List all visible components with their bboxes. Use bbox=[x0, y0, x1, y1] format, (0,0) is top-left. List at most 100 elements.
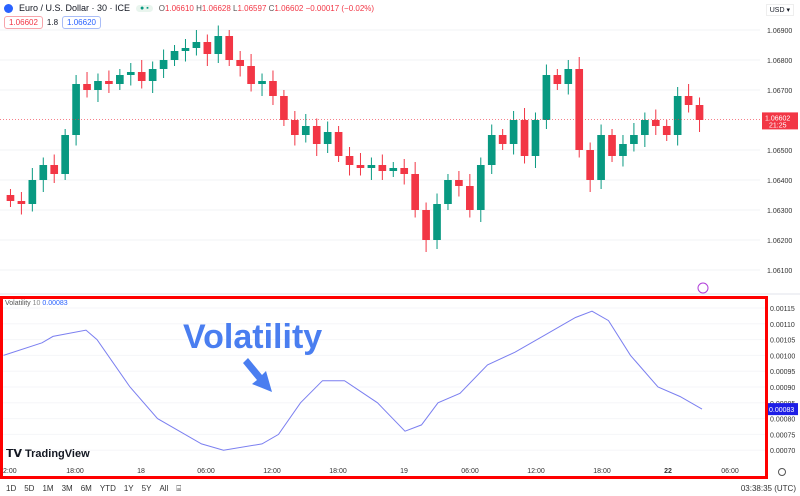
clock[interactable]: 03:38:35 (UTC) bbox=[740, 484, 796, 493]
candle-body bbox=[137, 72, 146, 81]
candle-body bbox=[83, 84, 91, 90]
candle-body bbox=[455, 180, 463, 186]
candle-body bbox=[586, 150, 594, 180]
candle-body bbox=[597, 135, 605, 180]
spread: 1.8 bbox=[46, 18, 59, 27]
countdown-label: 21:25 bbox=[769, 122, 787, 129]
vol-tick-label: 0.00070 bbox=[770, 448, 795, 455]
candle-body bbox=[531, 120, 540, 156]
candle-body bbox=[345, 156, 354, 165]
time-tick-label: 12:00 bbox=[263, 468, 281, 475]
candle-body bbox=[312, 126, 321, 144]
arrow-icon bbox=[243, 358, 272, 392]
candle-body bbox=[433, 204, 441, 240]
time-tick-label: 06:00 bbox=[721, 468, 739, 475]
candle-body bbox=[608, 135, 616, 156]
vol-tick-label: 0.00115 bbox=[770, 306, 795, 313]
range-1y[interactable]: 1Y bbox=[123, 484, 134, 493]
vol-value-label: 0.00083 bbox=[769, 407, 794, 414]
candle-body bbox=[400, 168, 409, 174]
candle-body bbox=[619, 144, 627, 156]
candle-body bbox=[684, 96, 693, 105]
time-tick-label: 06:00 bbox=[461, 468, 479, 475]
time-tick-label: 18:00 bbox=[66, 468, 84, 475]
candle-body bbox=[192, 42, 201, 48]
candle-body bbox=[378, 165, 387, 171]
vol-tick-label: 0.00090 bbox=[770, 385, 795, 392]
candle-body bbox=[301, 126, 310, 135]
candle-body bbox=[334, 132, 343, 156]
vol-tick-label: 0.00105 bbox=[770, 338, 795, 345]
candle-body bbox=[236, 60, 244, 66]
time-tick-label: 19 bbox=[400, 468, 408, 475]
time-tick-label: 18:00 bbox=[329, 468, 347, 475]
vol-value-tag bbox=[767, 403, 798, 416]
time-tick-label: 06:00 bbox=[197, 468, 215, 475]
price-tick-label: 1.06200 bbox=[767, 238, 792, 245]
price-tick-label: 1.06700 bbox=[767, 88, 792, 95]
range-1d[interactable]: 1D bbox=[6, 484, 17, 493]
range-bar: 1D 5D 1M 3M 6M YTD 1Y 5Y All ⌸ bbox=[6, 484, 181, 494]
candle-body bbox=[356, 165, 365, 168]
candle-body bbox=[564, 69, 573, 84]
time-tick-label: 2:00 bbox=[3, 468, 17, 475]
range-6m[interactable]: 6M bbox=[80, 484, 92, 493]
tradingview-logo: 𝗧𝗩 TradingView bbox=[6, 447, 90, 461]
calendar-icon[interactable]: ⌸ bbox=[176, 484, 182, 493]
candle-body bbox=[323, 132, 332, 144]
candle-body bbox=[105, 81, 113, 84]
candle-body bbox=[553, 75, 562, 84]
candle-body bbox=[159, 60, 168, 69]
candle-body bbox=[126, 72, 135, 75]
candle-body bbox=[181, 48, 190, 51]
symbol-title[interactable]: Euro / U.S. Dollar · 30 · ICE bbox=[19, 3, 131, 13]
vol-tick-label: 0.00100 bbox=[770, 353, 795, 360]
settings-icon bbox=[778, 468, 786, 476]
currency-select[interactable]: USD ▾ bbox=[765, 4, 794, 16]
time-tick-label: 12:00 bbox=[527, 468, 545, 475]
candle-body bbox=[225, 36, 234, 60]
candle-body bbox=[487, 135, 496, 165]
vol-tick-label: 0.00110 bbox=[770, 322, 795, 329]
candle-body bbox=[509, 120, 518, 144]
market-status-badge[interactable]: ● ▪ bbox=[136, 4, 153, 12]
volatility-line bbox=[3, 310, 703, 451]
candle-body bbox=[422, 210, 430, 240]
candle-body bbox=[269, 81, 277, 96]
last-price-label: 1.06602 bbox=[765, 115, 790, 122]
price-tick-label: 1.06300 bbox=[767, 208, 792, 215]
event-icon bbox=[697, 282, 709, 294]
candle-body bbox=[542, 75, 551, 120]
candle-body bbox=[94, 81, 102, 90]
candle-body bbox=[520, 120, 529, 156]
candle-body bbox=[662, 126, 671, 135]
candle-body bbox=[291, 120, 299, 135]
candle-body bbox=[170, 51, 179, 60]
price-tick-label: 1.06900 bbox=[767, 28, 792, 35]
time-tick-label: 18:00 bbox=[593, 468, 611, 475]
indicator-legend[interactable]: Volatility 10 0.00083 bbox=[5, 300, 68, 307]
ohlc-readout: O1.06610 H1.06628 L1.06597 C1.06602 −0.0… bbox=[158, 3, 375, 13]
range-5d[interactable]: 5D bbox=[24, 484, 35, 493]
candle-body bbox=[116, 75, 124, 84]
sell-price-button[interactable]: 1.06602 bbox=[4, 16, 43, 29]
candle-body bbox=[6, 195, 15, 201]
volatility-pane-highlight bbox=[0, 296, 768, 479]
candle-body bbox=[641, 120, 649, 135]
candle-body bbox=[72, 84, 80, 135]
annotation-text: Volatility bbox=[183, 318, 323, 356]
candle-body bbox=[498, 135, 507, 144]
range-ytd[interactable]: YTD bbox=[99, 484, 116, 493]
buy-price-button[interactable]: 1.06620 bbox=[62, 16, 101, 29]
range-3m[interactable]: 3M bbox=[61, 484, 73, 493]
range-all[interactable]: All bbox=[159, 484, 169, 493]
price-tick-label: 1.06800 bbox=[767, 58, 792, 65]
vol-tick-label: 0.00095 bbox=[770, 369, 795, 376]
candle-body bbox=[630, 135, 638, 144]
price-tick-label: 1.06400 bbox=[767, 178, 792, 185]
range-1m[interactable]: 1M bbox=[42, 484, 54, 493]
time-tick-label: 18 bbox=[137, 468, 145, 475]
range-5y[interactable]: 5Y bbox=[141, 484, 152, 493]
candle-body bbox=[575, 69, 584, 150]
